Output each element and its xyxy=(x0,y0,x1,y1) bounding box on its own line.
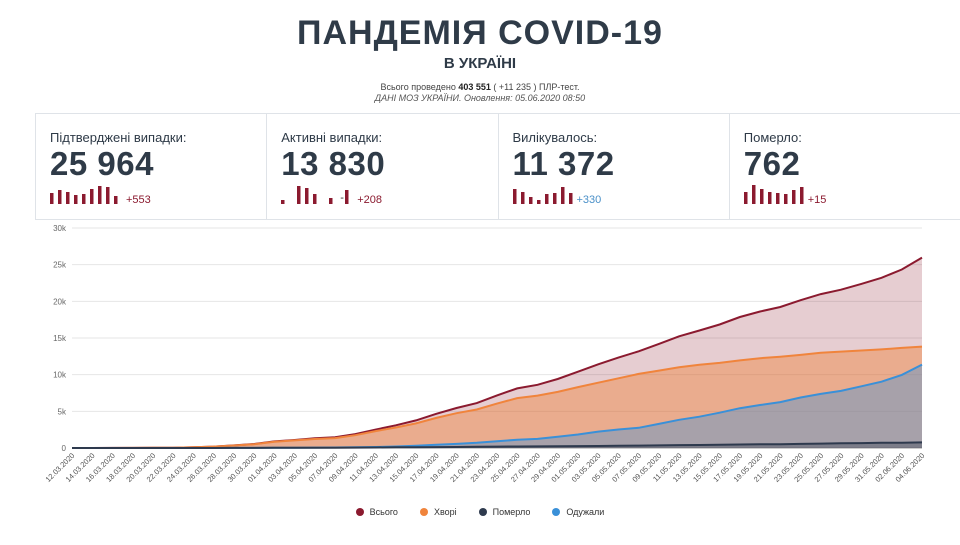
card-delta: +15 xyxy=(807,194,827,206)
legend-item[interactable]: Всього xyxy=(355,504,398,520)
tests-suffix: ( +11 235 ) ПЛР-тест. xyxy=(493,82,580,92)
sparkline-bar xyxy=(90,189,94,204)
card-label: Померло: xyxy=(743,130,802,145)
sparkline-bar xyxy=(106,187,110,204)
sparkline-recovered xyxy=(512,187,572,204)
card-recovered: Вилікувалось: 11 372 +330 xyxy=(499,114,730,219)
y-tick-label: 10k xyxy=(53,371,67,380)
sparkline-bar xyxy=(281,200,285,204)
sparkline-bar xyxy=(313,194,317,204)
sparkline-bar xyxy=(552,193,556,204)
sparkline-bar xyxy=(759,189,764,204)
sparkline-bar xyxy=(767,192,772,204)
card-value: 762 xyxy=(743,145,801,182)
legend-item[interactable]: Одужали xyxy=(552,504,604,520)
sparkline-deaths xyxy=(743,185,804,204)
sparkline-confirmed xyxy=(50,186,118,204)
card-label: Підтверджені випадки: xyxy=(50,130,187,145)
card-value: 13 830 xyxy=(281,145,386,182)
sparkline-bar xyxy=(74,195,78,204)
sparkline-bar xyxy=(66,192,70,204)
series-line xyxy=(72,345,923,449)
stats-cards: Підтверджені випадки: 25 964 +553 Активн… xyxy=(35,113,960,220)
y-tick-label: 25k xyxy=(53,261,67,270)
y-tick-label: 15k xyxy=(53,334,67,343)
legend-item[interactable]: Хворі xyxy=(419,504,457,520)
series-area xyxy=(72,364,922,448)
chart-legend: Всього Хворі Померло Одужали xyxy=(0,504,960,520)
sparkline-bar xyxy=(82,194,86,204)
sparkline-bar xyxy=(528,197,532,204)
legend-swatch xyxy=(355,508,364,516)
legend-swatch xyxy=(419,508,428,516)
card-delta: +330 xyxy=(576,194,602,206)
sparkline-bar xyxy=(751,185,756,204)
legend-item[interactable]: Померло xyxy=(478,504,531,520)
covid-area-chart: 05k10k15k20k25k30k12.03.202014.03.202016… xyxy=(44,224,927,484)
sparkline-bar xyxy=(329,198,333,204)
y-tick-label: 0 xyxy=(62,444,67,453)
legend-swatch xyxy=(552,508,561,516)
legend-swatch xyxy=(478,508,487,516)
tests-info: Всього проведено 403 551 ( +11 235 ) ПЛР… xyxy=(0,82,960,92)
sparkline-bar xyxy=(783,194,788,204)
card-label: Активні випадки: xyxy=(281,130,383,145)
tests-total: 403 551 xyxy=(458,82,491,92)
series-line xyxy=(72,441,923,449)
legend-label: Хворі xyxy=(433,507,457,517)
sparkline-bar xyxy=(568,193,572,204)
sparkline-bar xyxy=(775,193,780,204)
series-area xyxy=(72,346,922,448)
sparkline-bar xyxy=(305,188,309,204)
legend-label: Одужали xyxy=(566,507,605,517)
legend-label: Померло xyxy=(492,507,531,517)
sparkline-bar xyxy=(50,193,54,204)
sparkline-bar xyxy=(114,196,118,204)
card-active: Активні випадки: 13 830 - +208 xyxy=(267,114,499,219)
card-confirmed: Підтверджені випадки: 25 964 +553 xyxy=(36,114,268,219)
sparkline-bar xyxy=(520,192,524,204)
card-value: 25 964 xyxy=(50,145,154,182)
sparkline-minus: - xyxy=(340,192,344,204)
sparkline-bar xyxy=(544,194,548,204)
sparkline-bar xyxy=(791,190,796,204)
page-title: ПАНДЕМІЯ COVID-19 xyxy=(297,14,663,52)
y-tick-label: 20k xyxy=(53,297,67,306)
sparkline-active xyxy=(281,186,349,204)
sparkline-bar xyxy=(98,186,102,204)
sparkline-bar xyxy=(297,186,301,204)
sparkline-bar xyxy=(743,192,748,204)
tests-prefix: Всього проведено xyxy=(380,82,456,92)
legend-label: Всього xyxy=(369,507,398,517)
sparkline-bar xyxy=(58,190,62,204)
card-delta: +553 xyxy=(126,194,151,206)
series-area xyxy=(72,442,922,448)
sparkline-bar xyxy=(345,190,349,204)
page-subtitle: В УКРАЇНІ xyxy=(443,55,517,72)
data-source: ДАНІ МОЗ УКРАЇНИ. Оновлення: 05.06.2020 … xyxy=(374,93,586,103)
series-area xyxy=(72,257,922,448)
sparkline-bar xyxy=(560,187,564,204)
card-label: Вилікувалось: xyxy=(512,130,598,145)
card-deaths: Померло: 762 +15 xyxy=(730,114,960,219)
y-tick-label: 30k xyxy=(53,224,67,233)
y-tick-label: 5k xyxy=(58,407,67,416)
sparkline-bar xyxy=(512,189,516,204)
card-delta: +208 xyxy=(357,194,383,206)
card-value: 11 372 xyxy=(512,145,615,182)
sparkline-bar xyxy=(799,187,804,204)
sparkline-bar xyxy=(536,200,540,204)
